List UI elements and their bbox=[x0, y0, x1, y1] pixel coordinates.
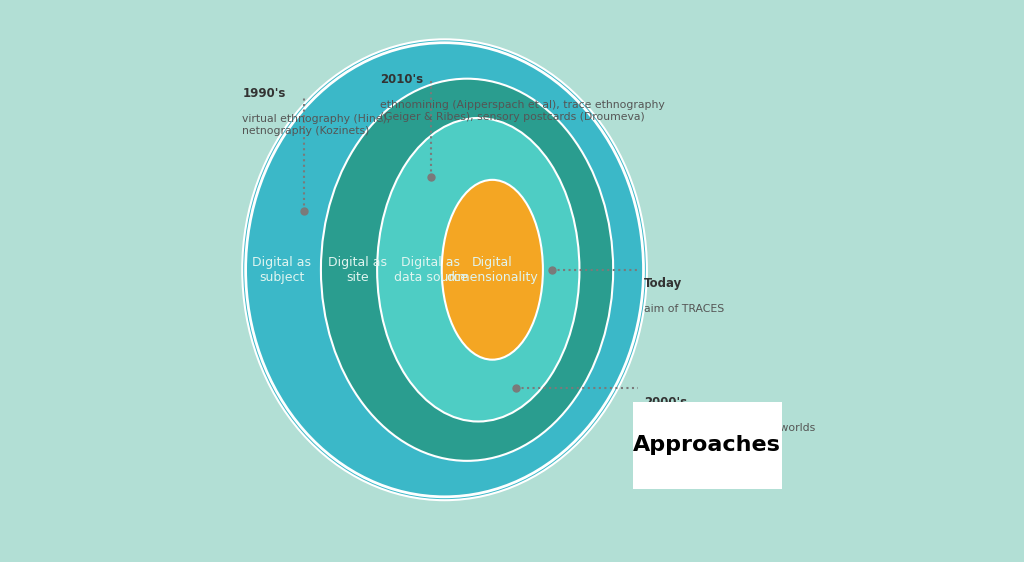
Text: Today: Today bbox=[644, 277, 682, 290]
Text: 2000's: 2000's bbox=[644, 396, 687, 409]
Text: virtual ethnography (Hine),
netnography (Kozinets): virtual ethnography (Hine), netnography … bbox=[243, 114, 390, 135]
Ellipse shape bbox=[377, 118, 580, 422]
Text: Digital as
site: Digital as site bbox=[328, 256, 387, 284]
Text: 2010's: 2010's bbox=[380, 73, 423, 86]
Text: ethnomining (Aipperspach et al), trace ethnography
(Geiger & Ribes), sensory pos: ethnomining (Aipperspach et al), trace e… bbox=[380, 100, 665, 121]
Text: ethnography and virtual worlds
(Boellstorff, Nardi): ethnography and virtual worlds (Boellsto… bbox=[644, 423, 815, 445]
Text: Digital
dimensionality: Digital dimensionality bbox=[446, 256, 539, 284]
Ellipse shape bbox=[243, 39, 647, 500]
Text: Digital as
subject: Digital as subject bbox=[252, 256, 311, 284]
Text: Approaches: Approaches bbox=[634, 436, 781, 455]
Text: Digital as
data source: Digital as data source bbox=[393, 256, 468, 284]
Ellipse shape bbox=[321, 79, 613, 461]
Text: aim of TRACES: aim of TRACES bbox=[644, 304, 724, 314]
FancyBboxPatch shape bbox=[633, 402, 781, 489]
Ellipse shape bbox=[441, 180, 543, 360]
Text: 1990's: 1990's bbox=[243, 87, 286, 100]
